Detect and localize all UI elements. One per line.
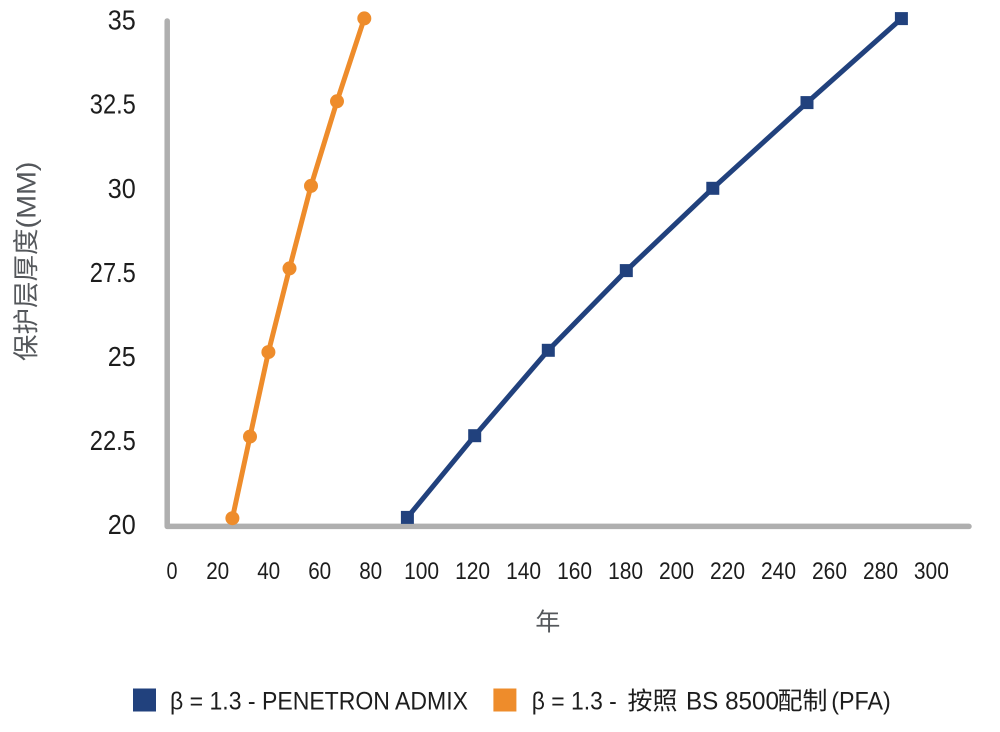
svg-text:32.5: 32.5	[90, 89, 136, 120]
svg-text:35: 35	[108, 5, 136, 36]
svg-text:280: 280	[863, 558, 898, 585]
svg-text:BS 8500: BS 8500	[686, 688, 779, 716]
svg-text:20: 20	[108, 509, 136, 540]
svg-text:220: 220	[710, 558, 745, 585]
svg-text:β = 1.3 - PENETRON ADMIX: β = 1.3 - PENETRON ADMIX	[170, 688, 468, 716]
svg-text:120: 120	[455, 558, 490, 585]
svg-text:β = 1.3 -: β = 1.3 -	[532, 688, 617, 716]
svg-text:30: 30	[108, 173, 136, 204]
svg-text:22.5: 22.5	[90, 425, 136, 456]
svg-text:300: 300	[914, 558, 949, 585]
svg-text:80: 80	[359, 558, 382, 585]
svg-text:160: 160	[557, 558, 592, 585]
svg-text:0: 0	[167, 558, 178, 585]
svg-text:200: 200	[659, 558, 694, 585]
svg-text:140: 140	[506, 558, 541, 585]
svg-text:180: 180	[608, 558, 643, 585]
svg-text:20: 20	[206, 558, 229, 585]
svg-text:60: 60	[308, 558, 331, 585]
svg-text:(PFA): (PFA)	[831, 688, 890, 716]
svg-text:260: 260	[812, 558, 847, 585]
svg-text:40: 40	[257, 558, 280, 585]
svg-text:240: 240	[761, 558, 796, 585]
svg-text:27.5: 27.5	[90, 257, 136, 288]
svg-text:100: 100	[404, 558, 439, 585]
svg-text:25: 25	[108, 341, 136, 372]
svg-text:(MM): (MM)	[11, 162, 41, 229]
